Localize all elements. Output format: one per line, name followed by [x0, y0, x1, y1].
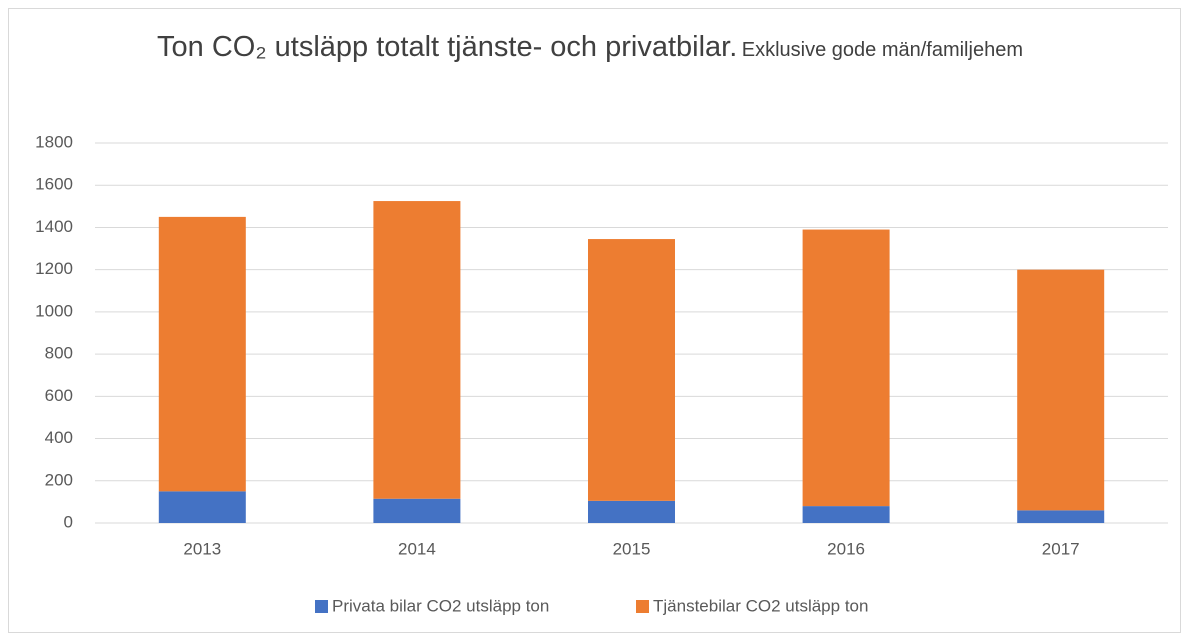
bar-segment	[588, 239, 675, 501]
legend-swatch	[636, 600, 649, 613]
y-tick-label: 1600	[35, 175, 73, 194]
y-tick-label: 1000	[35, 301, 73, 320]
chart-subtitle: Exklusive gode män/familjehem	[741, 39, 1023, 61]
title-block: Ton CO₂ utsläpp totalt tjänste- och priv…	[140, 28, 1040, 71]
chart-title: Ton CO₂ utsläpp totalt tjänste- och priv…	[157, 31, 738, 63]
legend-label: Tjänstebilar CO2 utsläpp ton	[653, 596, 868, 615]
x-tick-label: 2015	[613, 539, 651, 558]
y-tick-label: 0	[64, 512, 73, 531]
legend-label: Privata bilar CO2 utsläpp ton	[332, 596, 549, 615]
x-tick-label: 2014	[398, 539, 436, 558]
y-tick-label: 200	[45, 470, 73, 489]
y-tick-label: 800	[45, 344, 73, 363]
x-tick-label: 2016	[827, 539, 865, 558]
bar-segment	[1017, 269, 1105, 511]
bar-segment	[802, 229, 890, 507]
y-tick-label: 600	[45, 386, 73, 405]
y-tick-label: 1800	[35, 132, 73, 151]
x-tick-label: 2017	[1042, 539, 1080, 558]
bar-segment	[802, 506, 890, 523]
bar-segment	[1017, 510, 1105, 523]
bar-segment	[588, 500, 675, 523]
bar-segment	[158, 491, 246, 523]
bar-segment	[158, 216, 246, 492]
legend-swatch	[315, 600, 328, 613]
bar-segment	[373, 498, 461, 523]
y-tick-label: 400	[45, 428, 73, 447]
bar-segment	[373, 201, 461, 499]
y-tick-label: 1400	[35, 217, 73, 236]
x-tick-label: 2013	[183, 539, 221, 558]
y-tick-label: 1200	[35, 259, 73, 278]
